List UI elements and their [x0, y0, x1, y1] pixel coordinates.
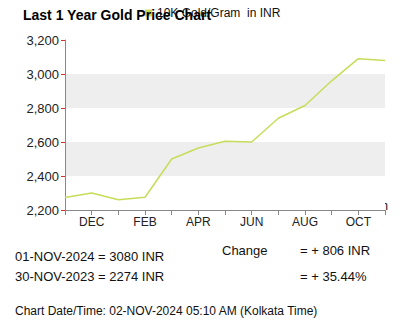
svg-text:= + 35.44%: = + 35.44%	[300, 269, 367, 284]
svg-text:2,400: 2,400	[26, 169, 59, 184]
svg-text:Chart Date/Time: 02-NOV-2024 0: Chart Date/Time: 02-NOV-2024 05:10 AM (K…	[15, 304, 317, 318]
svg-text:30-NOV-2023 = 2274 INR: 30-NOV-2023 = 2274 INR	[15, 269, 164, 284]
svg-text:AUG: AUG	[292, 215, 318, 229]
svg-text:Change: Change	[222, 243, 268, 258]
svg-text:DEC: DEC	[79, 215, 105, 229]
svg-text:Last 1 Year Gold Price Chart: Last 1 Year Gold Price Chart	[23, 7, 211, 23]
svg-text:OCT: OCT	[346, 215, 372, 229]
svg-text:APR: APR	[186, 215, 211, 229]
svg-text:3,000: 3,000	[26, 67, 59, 82]
svg-text:2,600: 2,600	[26, 135, 59, 150]
svg-text:FEB: FEB	[133, 215, 156, 229]
svg-text:10K Gold/Gram in INR: 10K Gold/Gram in INR	[157, 6, 281, 20]
svg-text:2,800: 2,800	[26, 101, 59, 116]
svg-text:= + 806 INR: = + 806 INR	[300, 243, 370, 258]
svg-text:JUN: JUN	[240, 215, 263, 229]
svg-text:3,200: 3,200	[26, 33, 59, 48]
svg-text:01-NOV-2024 = 3080 INR: 01-NOV-2024 = 3080 INR	[15, 249, 164, 264]
svg-text:2,200: 2,200	[26, 203, 59, 218]
